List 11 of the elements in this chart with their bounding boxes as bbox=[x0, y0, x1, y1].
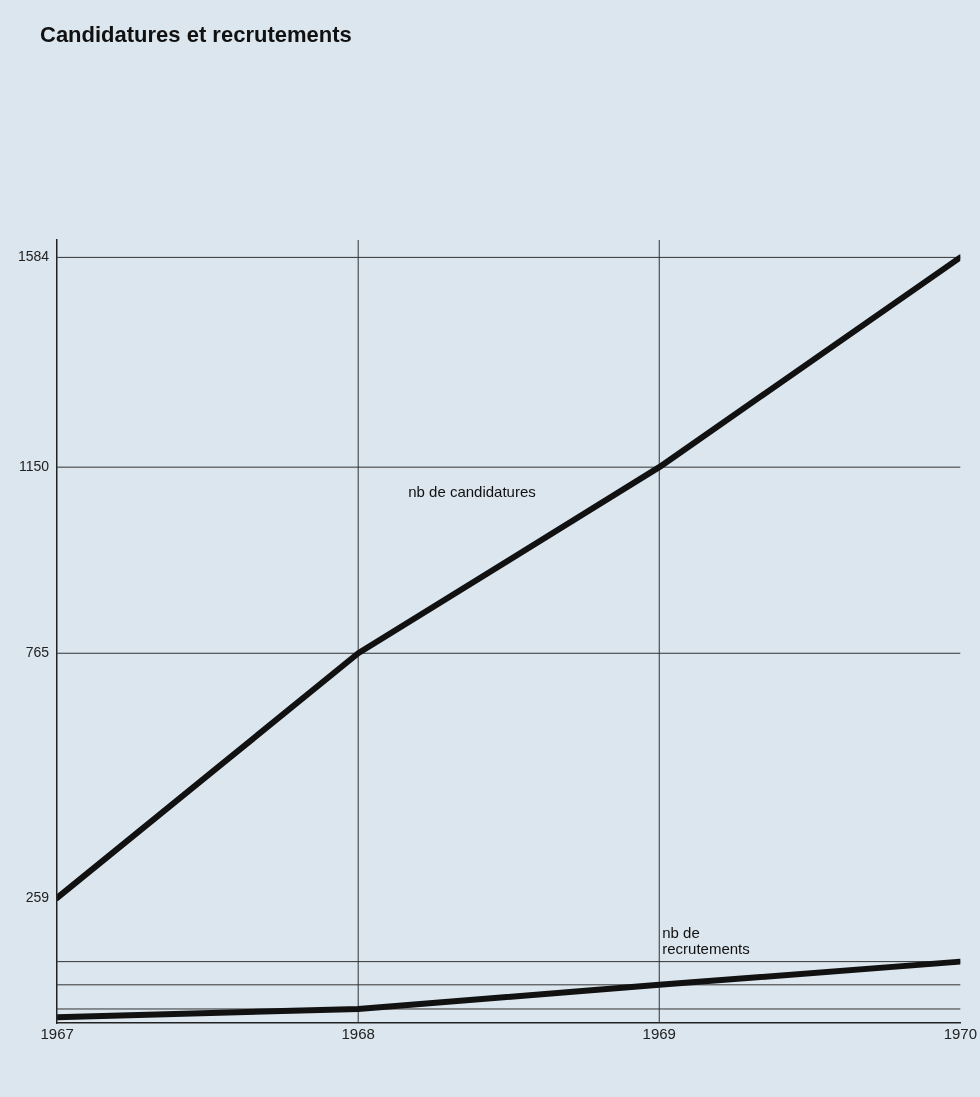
y-tick-label: 1150 bbox=[19, 458, 50, 475]
y-tick-label: 259 bbox=[25, 888, 50, 905]
x-tick-label: 1969 bbox=[642, 1025, 676, 1043]
y-tick-label: 1584 bbox=[17, 248, 50, 265]
x-tick-label: 1970 bbox=[943, 1025, 977, 1043]
text: nb de candidatures bbox=[408, 483, 536, 501]
x-tick-label: 1967 bbox=[40, 1025, 74, 1043]
x-tick-label: 1968 bbox=[341, 1025, 375, 1043]
series-label: nb de recrutements bbox=[662, 923, 750, 957]
chart-title: Candidatures et recrutements bbox=[40, 22, 352, 48]
y-tick-label: 765 bbox=[25, 644, 50, 661]
